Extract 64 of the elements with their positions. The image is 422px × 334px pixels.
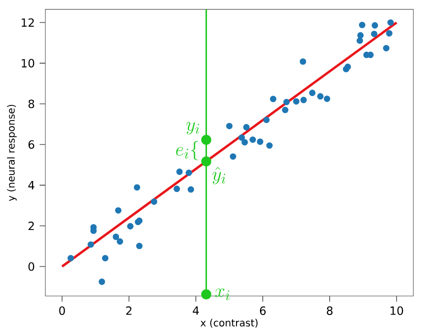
point xyxy=(238,134,245,141)
point xyxy=(357,32,364,39)
point xyxy=(68,254,74,262)
point xyxy=(243,124,250,130)
x-tick-label: 6 xyxy=(260,306,266,315)
point xyxy=(150,198,158,205)
point xyxy=(358,22,366,28)
x-tick-label: 0 xyxy=(59,306,65,315)
point xyxy=(266,142,273,149)
point xyxy=(370,30,378,38)
point xyxy=(324,96,330,102)
y-tick-label: 10 xyxy=(22,58,34,68)
y-tick-label: 4 xyxy=(28,181,34,190)
point xyxy=(356,37,364,44)
annotation: $x_i$ xyxy=(215,288,230,300)
point xyxy=(250,136,256,143)
y-tick-label: 2 xyxy=(28,222,34,230)
point xyxy=(309,90,316,96)
point xyxy=(186,170,192,176)
point xyxy=(188,186,194,193)
point xyxy=(386,30,392,37)
point xyxy=(136,242,143,250)
point xyxy=(201,134,212,145)
point xyxy=(112,234,120,240)
point xyxy=(230,153,236,160)
point xyxy=(387,19,394,26)
point xyxy=(127,223,134,230)
point xyxy=(116,238,124,245)
y-tick-label: 0 xyxy=(28,262,34,271)
x-tick-label: 8 xyxy=(326,306,333,315)
y-axis-title: y (neural response) xyxy=(7,104,17,202)
x-axis-title: x (contrast) xyxy=(200,318,258,328)
point xyxy=(174,186,180,192)
point xyxy=(300,96,307,104)
y-tick-label: 12 xyxy=(22,18,34,27)
y-tick-label: 8 xyxy=(28,100,34,108)
point xyxy=(134,184,140,191)
x-tick-label: 10 xyxy=(390,306,404,315)
point xyxy=(176,168,183,175)
point xyxy=(201,289,212,300)
x-tick-label: 2 xyxy=(126,306,132,315)
point xyxy=(317,93,324,100)
point xyxy=(293,98,300,105)
point xyxy=(88,241,94,248)
x-tick-label: 4 xyxy=(192,306,199,315)
annotation: $\hat{y}_i$ xyxy=(212,167,226,184)
point xyxy=(201,156,212,166)
point xyxy=(270,96,276,102)
annotation: $e_i\{$ xyxy=(176,141,198,160)
point xyxy=(98,278,106,285)
point xyxy=(256,138,264,145)
point xyxy=(226,122,233,130)
point xyxy=(102,254,108,262)
y-tick-label: 6 xyxy=(28,140,34,149)
point xyxy=(300,58,306,65)
point xyxy=(283,98,290,106)
point xyxy=(282,106,288,114)
point xyxy=(115,207,122,214)
point xyxy=(90,228,97,234)
annotation: $y_i$ xyxy=(186,122,200,134)
point xyxy=(242,139,248,146)
point xyxy=(263,116,270,124)
point xyxy=(372,22,378,29)
point xyxy=(383,44,390,52)
